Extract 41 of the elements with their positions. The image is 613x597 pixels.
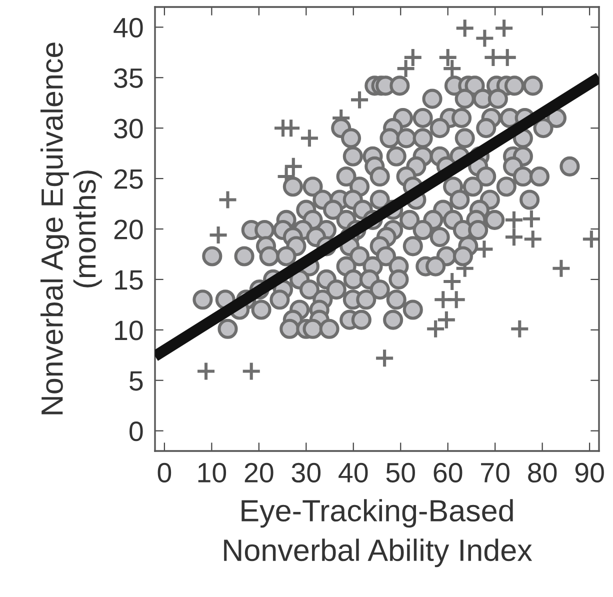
point bbox=[299, 128, 320, 148]
x-axis-title: Eye-Tracking-Based Nonverbal Ability Index bbox=[224, 499, 532, 568]
y-tick-label: 0 bbox=[130, 421, 143, 442]
x-tick-label: 60 bbox=[434, 462, 462, 483]
point bbox=[504, 210, 524, 230]
y-tick-label: 35 bbox=[114, 68, 143, 88]
y-tick-label: 15 bbox=[115, 270, 143, 290]
x-tick-label: 90 bbox=[575, 462, 604, 483]
point bbox=[474, 28, 495, 48]
point bbox=[497, 47, 518, 68]
y-tick-label: 25 bbox=[114, 169, 143, 189]
point bbox=[504, 227, 524, 248]
point bbox=[438, 47, 458, 68]
x-tick-label: 0 bbox=[158, 462, 172, 483]
x-tick-label: 10 bbox=[198, 462, 226, 483]
point bbox=[551, 258, 572, 278]
x-tick-label: 80 bbox=[528, 462, 557, 483]
y-tick-label: 10 bbox=[115, 320, 143, 340]
point bbox=[241, 361, 262, 382]
y-axis-title: Nonverbal Age Equivalence (months) bbox=[40, 42, 102, 414]
point bbox=[349, 90, 370, 110]
point bbox=[521, 208, 542, 229]
point bbox=[494, 18, 514, 38]
x-tick-label: 50 bbox=[386, 462, 415, 483]
point bbox=[442, 271, 462, 292]
x-tick-label: 70 bbox=[481, 462, 510, 483]
y-tick-label: 5 bbox=[130, 371, 143, 391]
y-tick-label: 30 bbox=[114, 118, 143, 138]
point bbox=[196, 361, 216, 382]
x-tick-label: 30 bbox=[292, 462, 321, 483]
point bbox=[510, 318, 530, 339]
y-tick-label: 40 bbox=[114, 18, 143, 38]
point bbox=[446, 290, 466, 310]
point bbox=[218, 190, 238, 210]
point bbox=[522, 229, 543, 250]
x-tick-label: 40 bbox=[338, 462, 368, 483]
point bbox=[208, 225, 228, 246]
point bbox=[374, 348, 395, 368]
y-tick-label: 20 bbox=[114, 220, 143, 240]
point bbox=[454, 18, 475, 38]
x-tick-label: 20 bbox=[244, 462, 274, 483]
